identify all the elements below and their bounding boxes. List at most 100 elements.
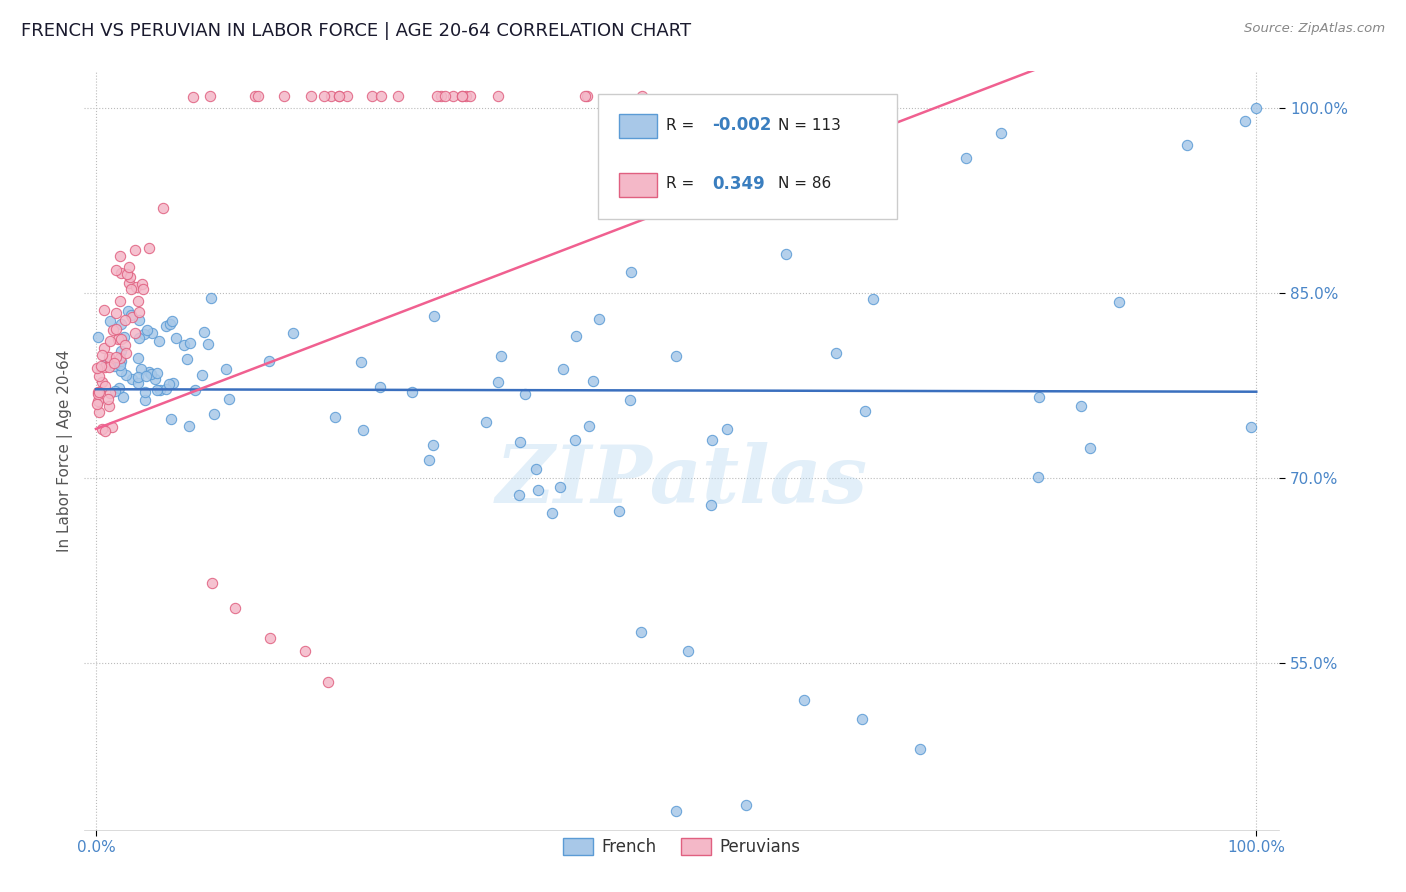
- Point: [630, 625, 652, 640]
- Point: [86, 393, 108, 408]
- Point: [98, 350, 121, 364]
- Point: [136, 323, 159, 337]
- Point: [114, 346, 136, 360]
- Text: -0.002: -0.002: [711, 116, 770, 134]
- Point: [149, 384, 172, 398]
- Point: [352, 423, 374, 437]
- Point: [100, 356, 122, 370]
- Point: [676, 644, 699, 658]
- Point: [155, 382, 177, 396]
- Point: [862, 292, 884, 306]
- Point: [578, 419, 600, 434]
- Point: [422, 438, 444, 452]
- Point: [132, 282, 155, 296]
- Point: [128, 305, 150, 319]
- Point: [368, 380, 391, 394]
- FancyBboxPatch shape: [599, 95, 897, 219]
- Point: [1070, 399, 1092, 413]
- Point: [87, 387, 110, 401]
- Point: [177, 419, 200, 434]
- Point: [98, 351, 121, 366]
- Point: [114, 338, 136, 352]
- Point: [120, 283, 142, 297]
- Point: [110, 266, 132, 280]
- Point: [702, 433, 724, 447]
- Point: [108, 358, 131, 372]
- Point: [91, 375, 114, 389]
- Point: [426, 89, 449, 103]
- Point: [94, 360, 117, 375]
- Point: [100, 420, 122, 434]
- Point: [316, 674, 339, 689]
- Point: [224, 600, 246, 615]
- Point: [94, 424, 117, 438]
- Point: [101, 323, 124, 337]
- Text: Source: ZipAtlas.com: Source: ZipAtlas.com: [1244, 22, 1385, 36]
- Point: [475, 415, 498, 429]
- FancyBboxPatch shape: [619, 172, 657, 197]
- Point: [513, 387, 536, 401]
- Point: [117, 268, 139, 282]
- Point: [117, 304, 139, 318]
- Point: [582, 375, 605, 389]
- Point: [1244, 101, 1267, 115]
- Text: R =: R =: [666, 118, 700, 133]
- Point: [110, 364, 132, 378]
- Text: R =: R =: [666, 177, 700, 192]
- Point: [335, 89, 357, 103]
- Point: [323, 410, 346, 425]
- Point: [157, 377, 180, 392]
- Point: [103, 356, 125, 370]
- Point: [588, 312, 610, 326]
- Point: [94, 357, 117, 371]
- Text: ZIPatlas: ZIPatlas: [496, 442, 868, 519]
- Point: [486, 375, 509, 389]
- Point: [141, 326, 163, 341]
- Point: [201, 576, 224, 591]
- Point: [665, 804, 688, 818]
- Point: [734, 797, 756, 812]
- Point: [246, 89, 269, 103]
- Point: [955, 151, 977, 165]
- Point: [430, 89, 453, 103]
- Point: [135, 369, 157, 384]
- Point: [110, 318, 132, 332]
- Point: [458, 89, 481, 103]
- Point: [105, 322, 128, 336]
- Point: [93, 341, 115, 355]
- Point: [486, 89, 509, 103]
- Point: [104, 384, 127, 398]
- Point: [128, 313, 150, 327]
- Point: [124, 280, 146, 294]
- Point: [115, 368, 138, 383]
- Point: [134, 385, 156, 400]
- Point: [155, 319, 177, 334]
- Point: [107, 332, 129, 346]
- Point: [218, 392, 240, 406]
- Point: [108, 351, 131, 365]
- Point: [281, 326, 304, 340]
- Point: [173, 338, 195, 352]
- Point: [110, 332, 132, 346]
- Point: [401, 384, 423, 399]
- Point: [162, 376, 184, 390]
- Point: [176, 352, 198, 367]
- Point: [775, 247, 797, 261]
- Point: [124, 326, 146, 340]
- Point: [564, 433, 586, 447]
- FancyBboxPatch shape: [619, 114, 657, 138]
- Point: [87, 404, 110, 418]
- Point: [134, 393, 156, 408]
- Point: [361, 89, 384, 103]
- Point: [165, 331, 187, 345]
- Point: [139, 367, 162, 381]
- Point: [200, 291, 222, 305]
- Point: [117, 277, 139, 291]
- Legend: French, Peruvians: French, Peruvians: [557, 831, 807, 863]
- Point: [541, 506, 564, 520]
- Point: [121, 310, 143, 325]
- Point: [184, 384, 207, 398]
- Point: [98, 359, 121, 374]
- Point: [86, 360, 108, 375]
- Point: [620, 265, 643, 279]
